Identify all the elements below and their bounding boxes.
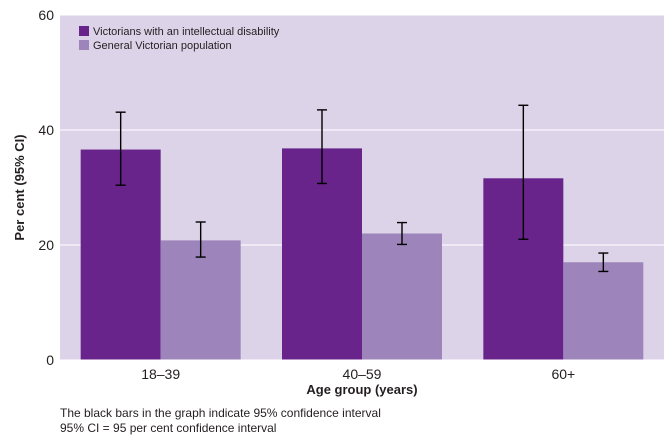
footnote-ci-definition: 95% CI = 95 per cent confidence interval xyxy=(60,421,277,435)
error-bars xyxy=(115,104,609,273)
x-tick-label: 18–39 xyxy=(141,366,180,382)
y-axis-title: Per cent (95% CI) xyxy=(12,134,27,240)
y-tick-label: 20 xyxy=(38,237,54,253)
y-tick-label: 0 xyxy=(46,352,54,368)
legend-swatch xyxy=(79,26,89,36)
y-tick-label: 40 xyxy=(38,122,54,138)
error-bar xyxy=(115,111,126,186)
bar xyxy=(563,262,644,360)
x-tick-label: 60+ xyxy=(551,366,575,382)
legend-swatch xyxy=(79,40,89,50)
error-bar xyxy=(397,221,407,246)
error-bar xyxy=(195,221,206,258)
legend: Victorians with an intellectual disabili… xyxy=(79,26,280,52)
legend-label: Victorians with an intellectual disabili… xyxy=(93,26,280,38)
error-bar xyxy=(317,109,327,185)
error-bar xyxy=(518,104,529,240)
legend-label: General Victorian population xyxy=(93,40,232,52)
bar xyxy=(160,240,241,360)
x-axis-title: Age group (years) xyxy=(306,382,417,397)
footnote-ci-explanation: The black bars in the graph indicate 95%… xyxy=(60,406,381,420)
x-tick-label: 40–59 xyxy=(343,366,382,382)
bars xyxy=(80,148,644,360)
y-tick-label: 60 xyxy=(38,7,54,23)
axes: 0 20 40 60 18–39 40–59 60+ xyxy=(38,7,664,382)
error-bar xyxy=(598,252,609,273)
bar xyxy=(362,233,442,360)
